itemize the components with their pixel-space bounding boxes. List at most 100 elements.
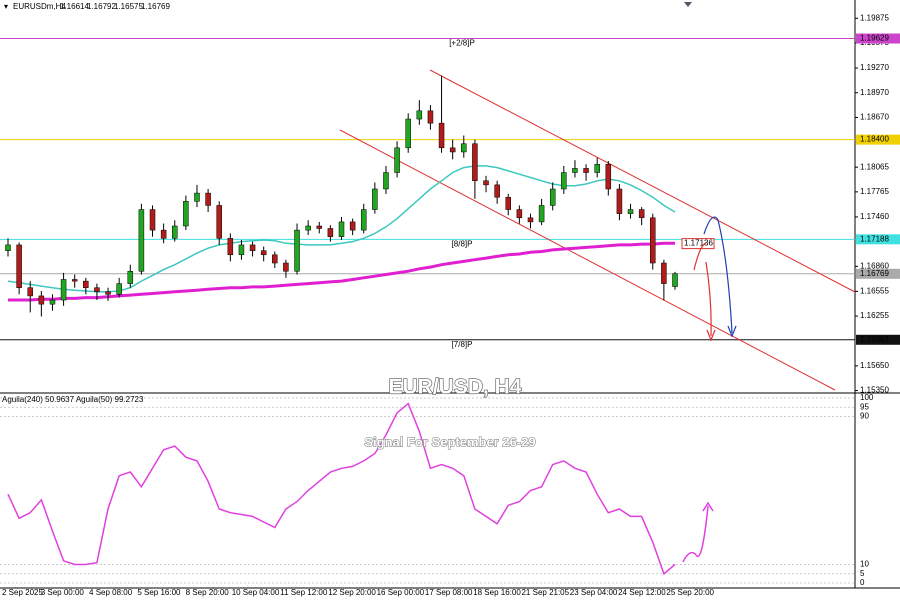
- x-tick-label: 16 Sep 00:00: [377, 588, 425, 597]
- candle-body: [49, 299, 56, 305]
- candle-body: [349, 221, 356, 231]
- candle-body: [483, 180, 489, 186]
- candle-body: [549, 188, 556, 206]
- indicator-tick-label: 95: [860, 402, 869, 411]
- price-tag: [856, 134, 900, 145]
- candle-body: [561, 172, 567, 190]
- candle-body: [83, 280, 89, 288]
- indicator-tick-label: 0: [860, 578, 865, 587]
- candle-body: [505, 196, 511, 210]
- indicator-line: [7, 402, 676, 576]
- price-mark-label: 1.17136: [684, 239, 713, 248]
- y-tick-label: 1.16255: [860, 311, 889, 320]
- header-low: 1.16575: [114, 2, 143, 11]
- candle-body: [71, 279, 78, 282]
- candle-body: [60, 279, 67, 301]
- header-high: 1.16792: [87, 2, 116, 11]
- price-mark-box: [681, 238, 715, 250]
- arrowhead-indicator: [702, 501, 714, 512]
- x-tick-label: 18 Sep 16:00: [473, 588, 521, 597]
- candle-body: [172, 225, 178, 239]
- y-tick-label: 1.17460: [860, 212, 889, 221]
- candle-body: [438, 122, 445, 149]
- price-tag-label: 1.17188: [860, 234, 889, 243]
- candle-body: [516, 209, 523, 219]
- header-open: 1.16614: [60, 2, 89, 11]
- candle-body: [472, 143, 478, 182]
- indicator-label: Aguila(240) 50.9637 Aguila(50) 99.2723: [2, 395, 144, 404]
- candle-body: [294, 229, 300, 272]
- axes: 1.198751.195751.192701.189701.186701.180…: [2, 13, 900, 597]
- channel-upper: [429, 69, 856, 293]
- y-tick-label: 1.15350: [860, 386, 889, 395]
- candle-body: [372, 188, 378, 210]
- y-tick-label: 1.18065: [860, 162, 889, 171]
- symbol: EURUSDm,H4: [13, 2, 66, 11]
- y-tick-label: 1.19270: [860, 63, 889, 72]
- shift-marker: [684, 2, 692, 7]
- arrowhead-red: [706, 329, 716, 342]
- y-tick-label: 1.16555: [860, 287, 889, 296]
- candle-body: [449, 147, 456, 153]
- y-tick-label: 1.18670: [860, 113, 889, 122]
- price-tag-label: 1.16769: [860, 269, 889, 278]
- candle-body: [327, 228, 334, 237]
- candle-body: [138, 209, 145, 272]
- header-close: 1.16769: [141, 2, 170, 11]
- candle-body: [594, 164, 600, 173]
- x-tick-label: 10 Sep 04:00: [232, 588, 280, 597]
- candle-body: [405, 118, 411, 149]
- candle-body: [194, 192, 200, 202]
- candle-body: [94, 287, 100, 293]
- level-text: [8/8]P: [452, 239, 473, 248]
- candle-body: [616, 188, 623, 214]
- x-tick-label: 2 Sep 2025: [2, 588, 43, 597]
- candle-body: [427, 110, 434, 124]
- y-tick-label: 1.16860: [860, 261, 889, 270]
- price-tag: [856, 268, 900, 279]
- level-text: [7/8]P: [452, 340, 473, 349]
- channel-lower: [339, 129, 836, 391]
- candle-body: [605, 164, 612, 190]
- candle-body: [283, 262, 289, 272]
- y-tick-label: 1.15650: [860, 361, 889, 370]
- indicator-tick-label: 5: [860, 569, 865, 578]
- candle-body: [127, 270, 134, 284]
- candle-body: [661, 262, 667, 284]
- candle-body: [338, 221, 345, 237]
- candle-body: [627, 209, 634, 214]
- candle-body: [105, 291, 111, 295]
- candle-body: [238, 244, 245, 256]
- forecast-arrow-indicator: [682, 505, 709, 563]
- candle-body: [360, 209, 367, 231]
- x-tick-label: 21 Sep 21:05: [521, 588, 569, 597]
- candle-body: [305, 225, 311, 231]
- candle-body: [272, 254, 278, 264]
- level-text: [+2/8]P: [449, 39, 475, 48]
- candle-body: [650, 217, 656, 264]
- x-tick-label: 8 Sep 20:00: [186, 588, 230, 597]
- candle-body: [260, 250, 267, 256]
- candle-body: [461, 143, 467, 153]
- y-tick-label: 1.18970: [860, 88, 889, 97]
- candle-body: [494, 184, 500, 198]
- x-tick-label: 4 Sep 08:00: [89, 588, 133, 597]
- price-tag: [856, 234, 900, 245]
- candle-body: [383, 172, 389, 190]
- candle-body: [572, 168, 578, 173]
- candle-body: [394, 147, 400, 173]
- forecast-arrow-blue: [703, 216, 733, 334]
- x-tick-label: 23 Sep 04:00: [570, 588, 618, 597]
- y-tick-label: 1.19875: [860, 13, 889, 22]
- candle-body: [5, 244, 11, 251]
- candle-body: [38, 295, 45, 305]
- candle-body: [216, 205, 222, 239]
- price-tag-label: 1.18400: [860, 135, 889, 144]
- candle-body: [583, 168, 589, 173]
- x-tick-label: 24 Sep 12:00: [618, 588, 666, 597]
- candle-body: [149, 209, 156, 231]
- candle-body: [538, 205, 545, 223]
